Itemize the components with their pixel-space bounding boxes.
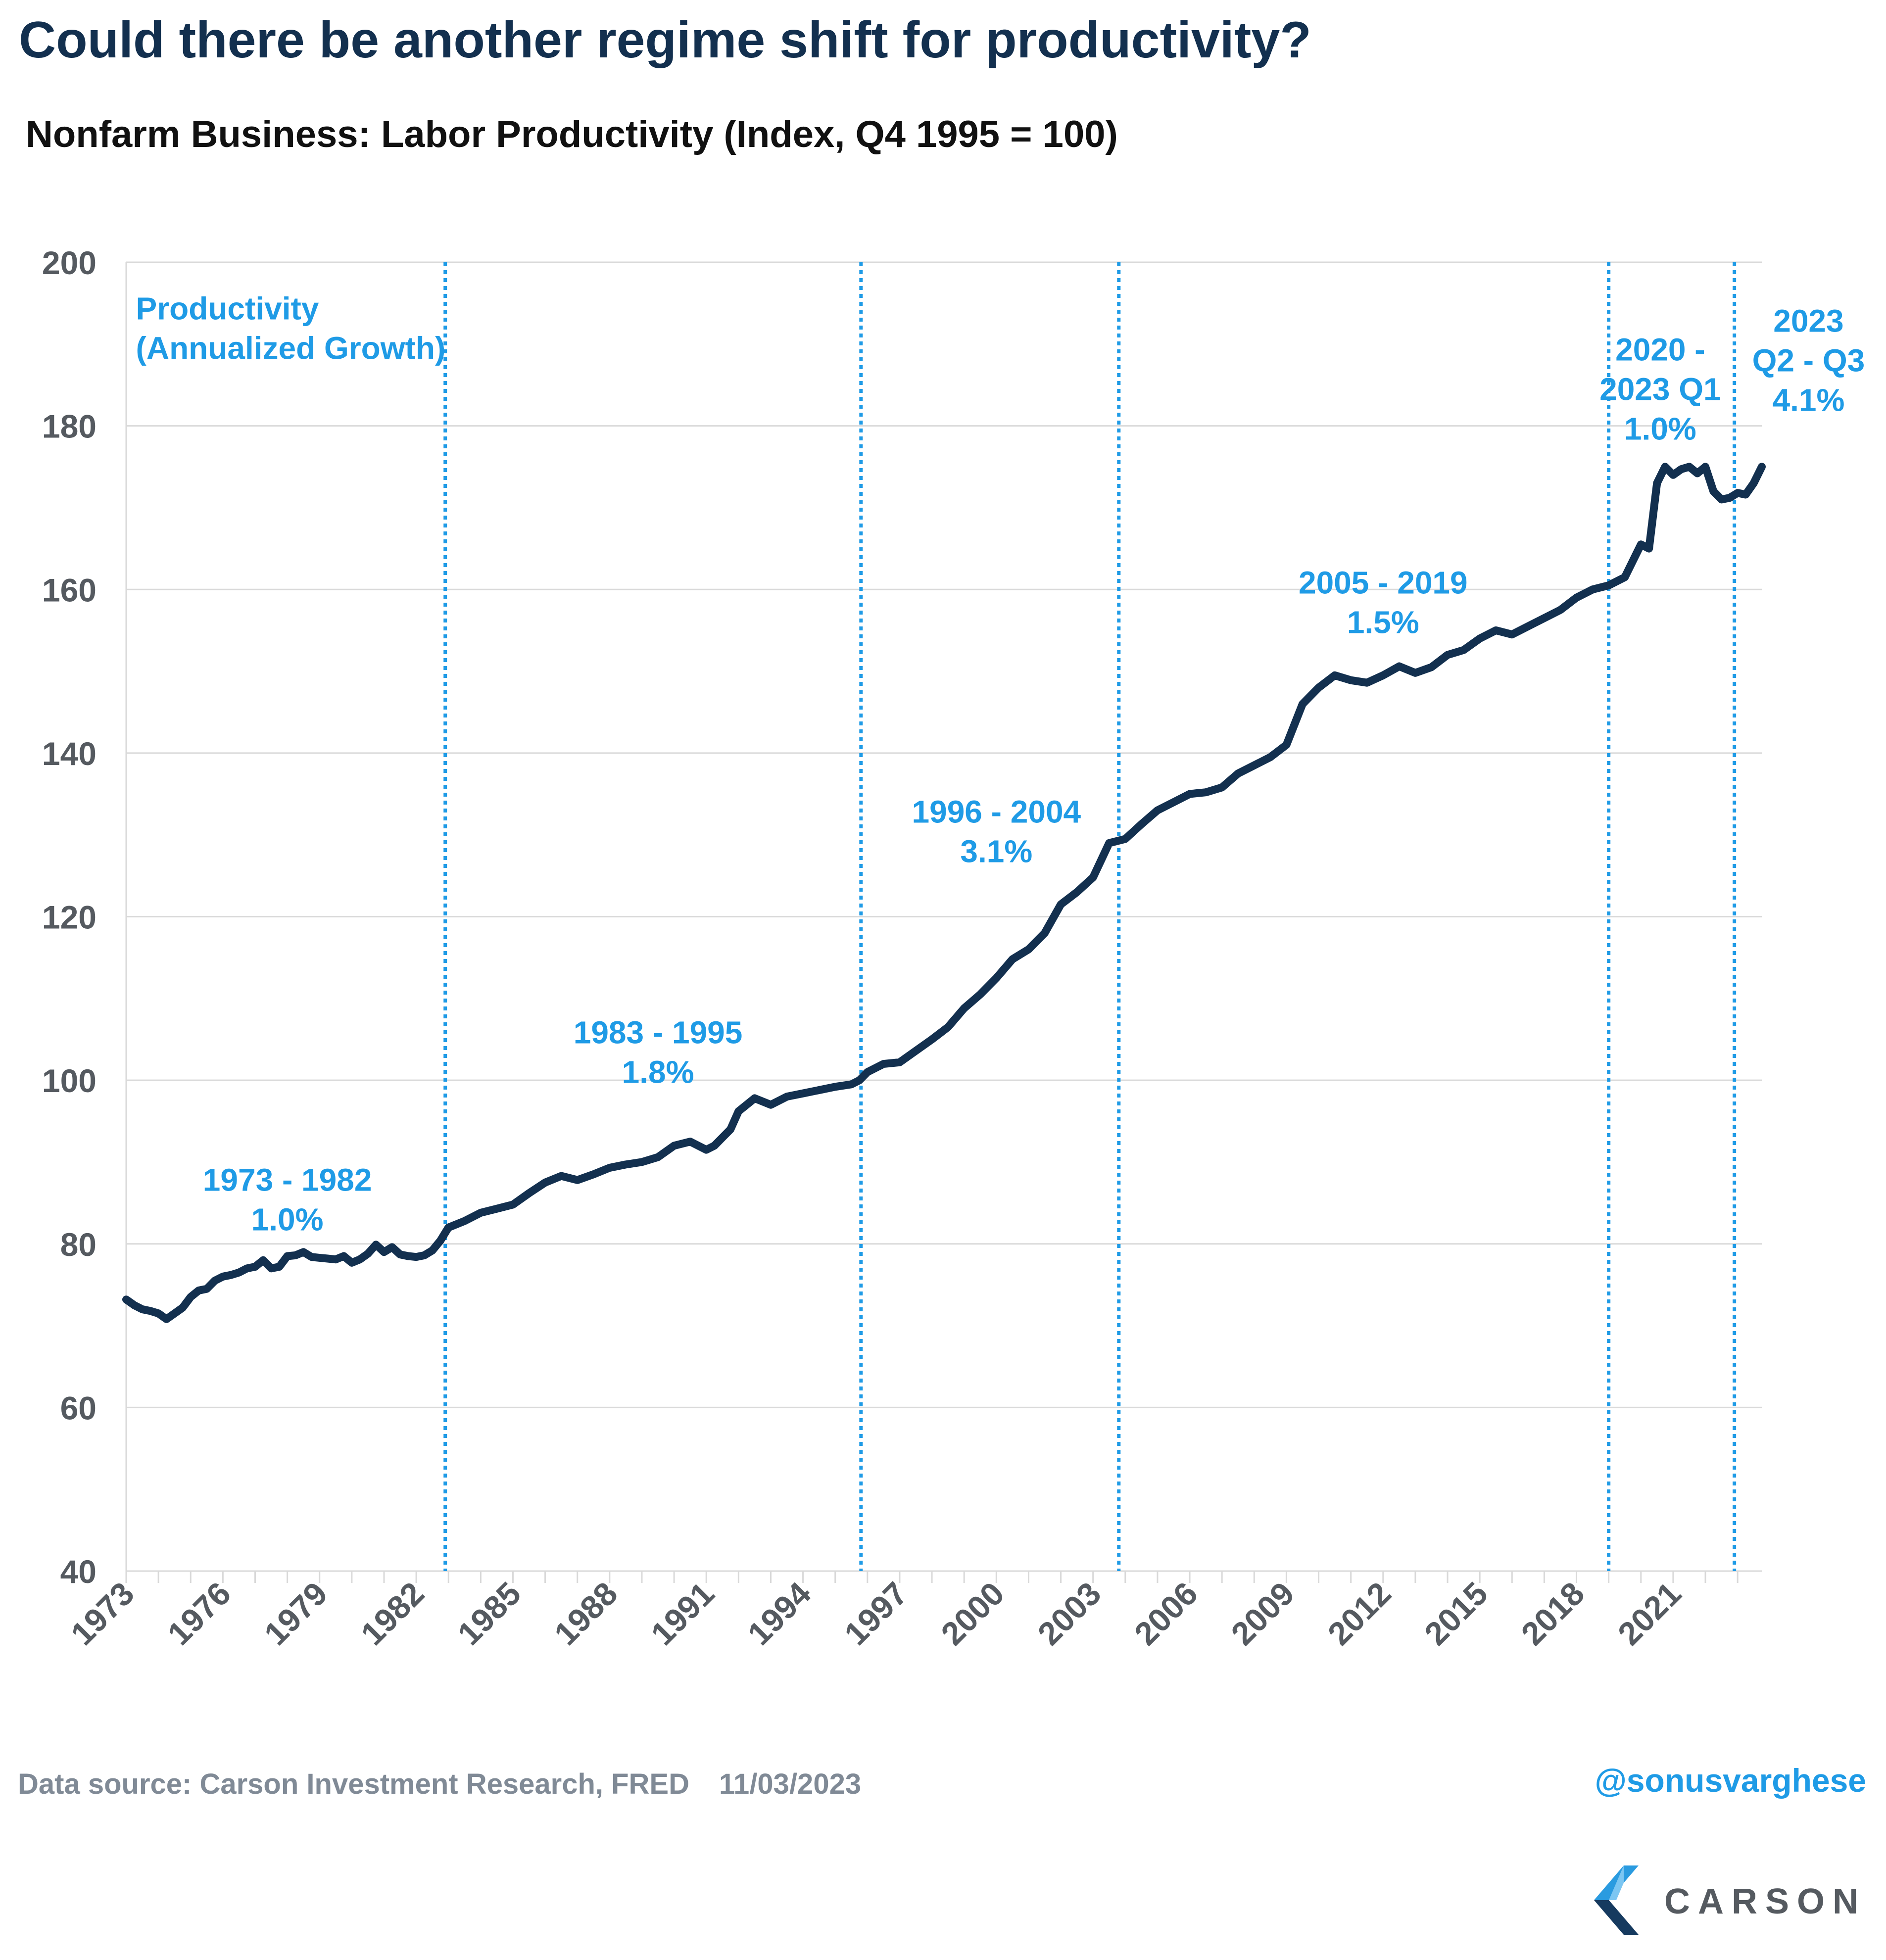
- regime-annotation-line: 2020 -: [1615, 332, 1705, 367]
- productivity-series-line: [122, 463, 1766, 1323]
- x-tick-label: 1985: [450, 1575, 528, 1652]
- carson-logo-mark-icon: [1594, 1865, 1639, 1935]
- y-tick-label: 200: [42, 244, 97, 281]
- regime-annotation: 1973 - 1982 1.0%: [203, 1162, 372, 1237]
- y-tick-label: 80: [60, 1226, 97, 1263]
- regime-annotation-line: 4.1%: [1772, 382, 1844, 418]
- y-tick-label: 120: [42, 899, 97, 936]
- annotation-layer: Productivity (Annualized Growth) 1973 - 19…: [136, 291, 1865, 1238]
- regime-annotation-line: 2005 - 2019: [1299, 565, 1468, 601]
- regime-annotation-line: 1.0%: [1624, 411, 1696, 446]
- regime-annotation-line: (Annualized Growth): [136, 331, 446, 366]
- y-tick-label: 60: [60, 1389, 97, 1426]
- x-tick-label: 2003: [1030, 1575, 1108, 1652]
- chart-subtitle: Nonfarm Business: Labor Productivity (In…: [26, 113, 1118, 155]
- y-tick-label: 180: [42, 408, 97, 445]
- x-tick-label: 2021: [1611, 1575, 1688, 1652]
- x-tick-label: 2009: [1224, 1575, 1301, 1652]
- page-title: Could there be another regime shift for …: [19, 11, 1311, 69]
- x-tick-label: 2012: [1321, 1575, 1398, 1652]
- regime-annotation-line: Q2 - Q3: [1752, 343, 1865, 379]
- regime-annotation: 1996 - 2004 3.1%: [912, 794, 1081, 869]
- regime-annotation-line: 2023: [1773, 303, 1843, 339]
- x-tick-label: 1979: [257, 1575, 334, 1652]
- x-tick-label: 2015: [1417, 1575, 1495, 1652]
- series-layer: [122, 463, 1766, 1323]
- x-tick-label: 2018: [1514, 1575, 1591, 1652]
- carson-logo: CARSON: [1589, 1861, 1866, 1940]
- regime-annotation: 2005 - 2019 1.5%: [1299, 565, 1468, 640]
- regime-annotation: 1983 - 1995 1.8%: [574, 1015, 743, 1090]
- x-tick-label: 1994: [740, 1575, 818, 1652]
- x-tick-label: 2000: [934, 1575, 1011, 1652]
- regime-annotation-line: 1.5%: [1347, 605, 1419, 640]
- regime-annotation-line: 1983 - 1995: [574, 1015, 743, 1051]
- author-handle[interactable]: @sonusvarghese: [1595, 1762, 1866, 1799]
- x-tick-label: 2006: [1127, 1575, 1205, 1652]
- y-tick-label: 100: [42, 1062, 97, 1099]
- data-date-text: 11/03/2023: [719, 1768, 862, 1800]
- y-tick-label: 160: [42, 572, 97, 608]
- regime-annotation-line: 1973 - 1982: [203, 1162, 372, 1197]
- regime-annotation: 2020 - 2023 Q1 1.0%: [1599, 332, 1721, 446]
- x-tick-label: 1997: [837, 1575, 915, 1652]
- regime-annotation: 2023 Q2 - Q3 4.1%: [1752, 303, 1865, 418]
- y-tick-label: 140: [42, 735, 97, 772]
- data-source-note: Data source: Carson Investment Research,…: [18, 1768, 861, 1801]
- carson-logo-text: CARSON: [1664, 1882, 1866, 1921]
- regime-annotation-line: 3.1%: [960, 833, 1032, 869]
- regime-annotation-line: 1996 - 2004: [912, 794, 1081, 829]
- regime-annotation: Productivity (Annualized Growth): [136, 291, 446, 366]
- data-source-text: Data source: Carson Investment Research,…: [18, 1768, 689, 1800]
- regime-annotation-line: 2023 Q1: [1599, 371, 1721, 407]
- x-tick-label: 1991: [644, 1575, 721, 1652]
- regime-annotation-line: Productivity: [136, 291, 319, 327]
- x-tick-label: 1982: [354, 1575, 431, 1652]
- regime-annotation-line: 1.8%: [622, 1054, 694, 1090]
- grid-layer: [126, 261, 1762, 1408]
- regime-annotation-line: 1.0%: [251, 1201, 324, 1237]
- x-tick-label: 1988: [547, 1575, 625, 1652]
- y-tick-label: 40: [60, 1553, 97, 1590]
- x-tick-label: 1976: [160, 1575, 238, 1652]
